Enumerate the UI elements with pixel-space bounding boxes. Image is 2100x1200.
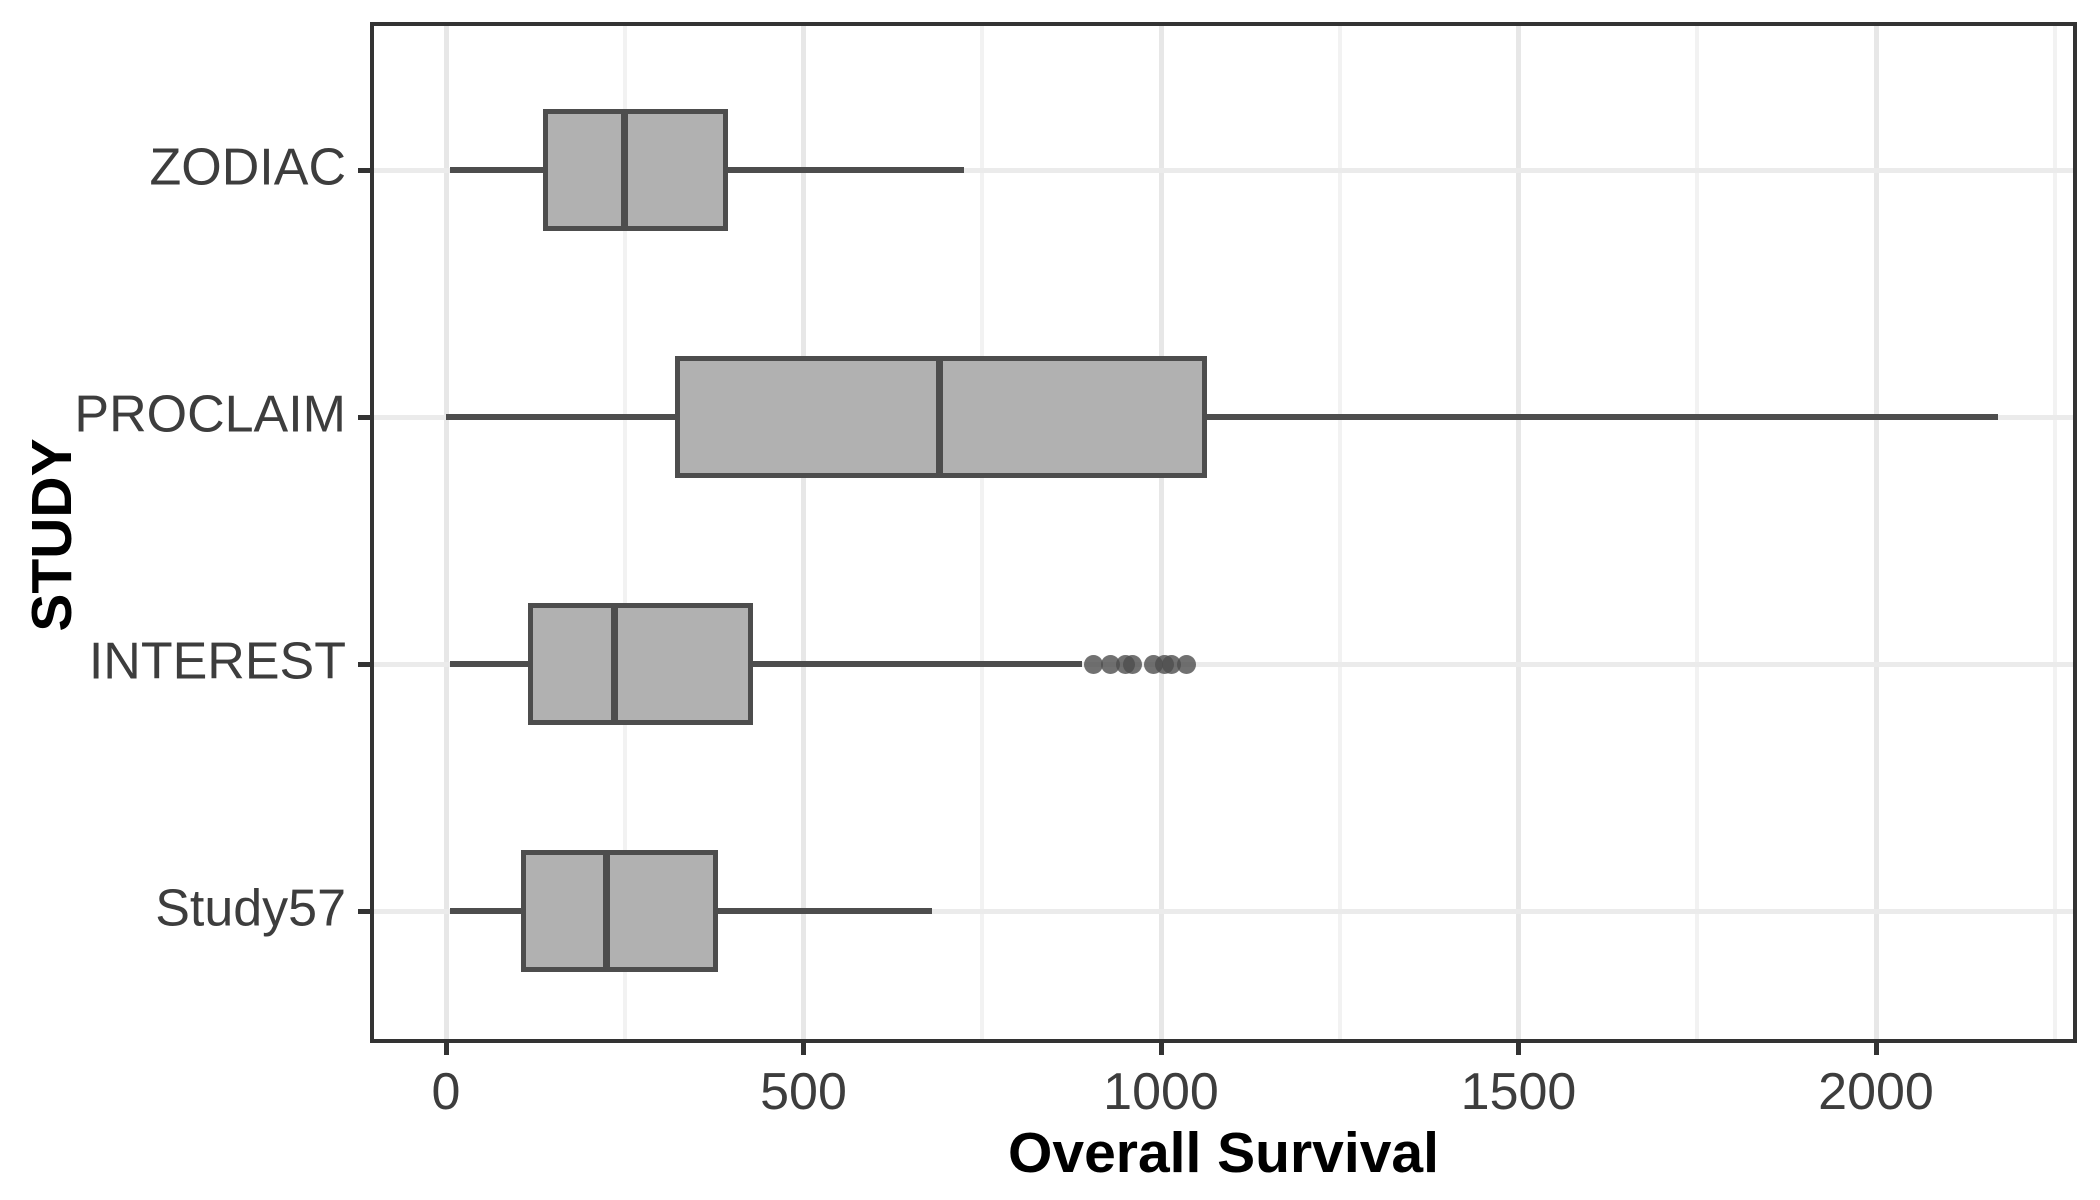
x-tick-mark (443, 1043, 449, 1055)
x-tick-mark (1158, 1043, 1164, 1055)
gridline-major-vertical (1873, 26, 1879, 1039)
whisker-right (751, 661, 1083, 667)
gridline-major-vertical (801, 26, 806, 1039)
gridline-minor-vertical (1695, 26, 1700, 1039)
median-line (603, 855, 611, 967)
y-tick-mark (358, 661, 370, 667)
x-tick-mark (801, 1043, 806, 1055)
x-tick-mark (1873, 1043, 1879, 1055)
y-tick-label: Study57 (155, 879, 346, 938)
outlier-dot (1122, 654, 1142, 674)
gridline-major-vertical (1158, 26, 1164, 1039)
plot-panel (370, 22, 2077, 1043)
whisker-left (446, 414, 677, 420)
whisker-left (449, 661, 531, 667)
y-tick-mark (358, 167, 370, 173)
x-tick-label: 1000 (1103, 1063, 1219, 1121)
gridline-minor-vertical (622, 26, 627, 1039)
x-axis-title: Overall Survival (1008, 1121, 1439, 1185)
outlier-dot (1083, 654, 1103, 674)
gridline-major-horizontal (374, 661, 2073, 667)
x-tick-label: 2000 (1818, 1063, 1934, 1121)
gridline-minor-vertical (2052, 26, 2057, 1039)
x-tick-label: 500 (760, 1063, 847, 1121)
outlier-dot (1101, 654, 1121, 674)
y-tick-label: INTEREST (88, 632, 346, 691)
x-tick-mark (1516, 1043, 1521, 1055)
median-line (621, 114, 629, 226)
whisker-right (1205, 414, 1998, 420)
iqr-box (521, 850, 718, 972)
y-tick-mark (358, 908, 370, 914)
iqr-box (528, 603, 754, 725)
median-line (935, 361, 943, 473)
gridline-major-horizontal (374, 908, 2073, 914)
outlier-dot (1176, 654, 1196, 674)
y-tick-label: PROCLAIM (74, 385, 346, 444)
y-tick-mark (358, 414, 370, 420)
gridline-major-vertical (443, 26, 449, 1039)
whisker-left (449, 908, 524, 914)
gridline-major-vertical (1516, 26, 1521, 1039)
iqr-box (542, 109, 729, 231)
x-tick-label: 1500 (1460, 1063, 1577, 1121)
x-tick-label: 0 (431, 1063, 461, 1121)
y-axis-title: STUDY (20, 438, 84, 632)
median-line (610, 608, 618, 720)
whisker-left (449, 167, 545, 173)
whisker-right (715, 908, 933, 914)
outlier-dot (1162, 654, 1182, 674)
gridline-minor-vertical (980, 26, 985, 1039)
gridline-major-horizontal (374, 167, 2073, 173)
gridline-minor-vertical (1337, 26, 1342, 1039)
whisker-right (726, 167, 965, 173)
y-tick-label: ZODIAC (149, 138, 346, 197)
